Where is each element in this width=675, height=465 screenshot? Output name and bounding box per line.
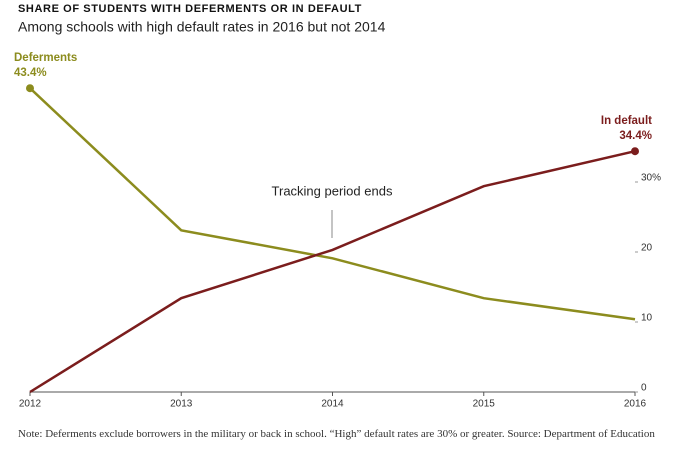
series-name: Deferments	[14, 52, 77, 64]
x-tick-label: 2016	[624, 399, 647, 410]
note: Note: Deferments exclude borrowers in th…	[18, 428, 655, 440]
end-dot	[631, 147, 639, 156]
y-tick-label: 30%	[641, 173, 661, 184]
annotation: Tracking period ends	[272, 183, 393, 198]
end-dot	[26, 84, 34, 93]
x-tick-label: 2013	[170, 399, 193, 410]
chart: SHARE OF STUDENTS WITH DEFERMENTS OR IN …	[14, 3, 661, 410]
series-name: In default	[601, 115, 652, 127]
series-line	[29, 149, 636, 394]
x-tick-label: 2014	[321, 399, 344, 410]
value-label: 34.4%	[619, 130, 652, 142]
y-tick-label: 10	[641, 313, 653, 324]
chart-subtitle: Among schools with high default rates in…	[18, 19, 386, 35]
y-tick-label: 20	[641, 243, 653, 254]
x-tick-label: 2015	[473, 399, 496, 410]
x-tick-label: 2012	[19, 399, 42, 410]
series-line	[29, 87, 636, 321]
y-tick-label: 0	[641, 383, 647, 394]
value-label: 43.4%	[14, 67, 47, 79]
chart-title: SHARE OF STUDENTS WITH DEFERMENTS OR IN …	[18, 3, 362, 15]
